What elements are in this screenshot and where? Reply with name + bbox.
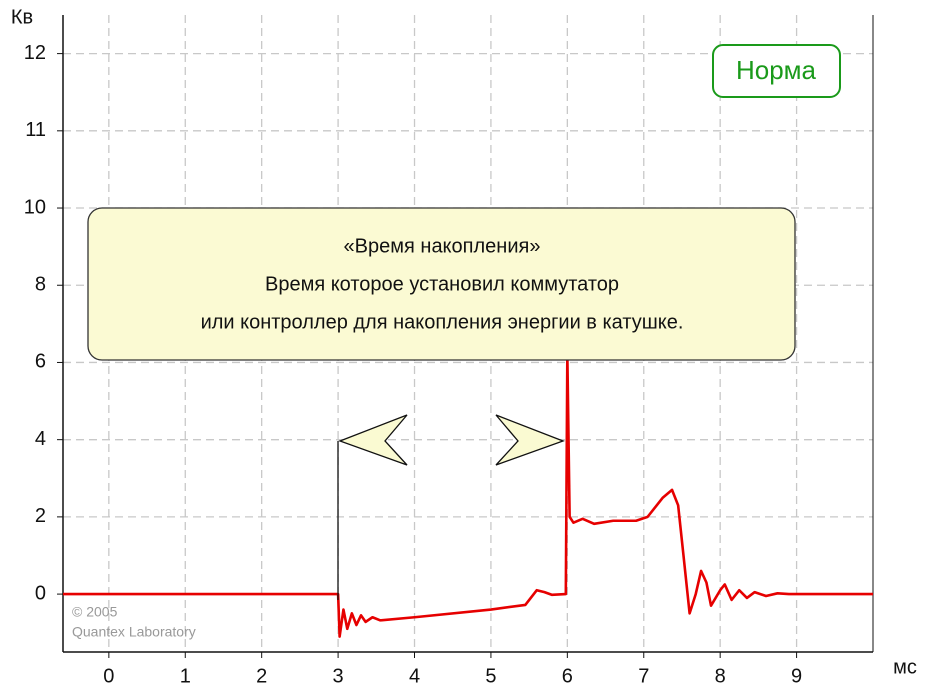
x-tick-label: 6 <box>562 665 573 687</box>
x-axis-label: мс <box>893 656 917 678</box>
y-tick-label: 8 <box>35 274 46 296</box>
y-tick-label: 6 <box>35 351 46 373</box>
arrow-left <box>338 414 408 466</box>
copyright: © 2005 <box>72 604 118 620</box>
x-tick-label: 1 <box>180 665 191 687</box>
x-tick-label: 9 <box>791 665 802 687</box>
signal-line <box>63 353 873 638</box>
annotation-line: или контроллер для накопления энергии в … <box>201 311 684 333</box>
x-tick-label: 5 <box>485 665 496 687</box>
y-tick-label: 12 <box>24 42 46 64</box>
x-tick-label: 3 <box>333 665 344 687</box>
x-tick-label: 8 <box>715 665 726 687</box>
y-tick-label: 10 <box>24 196 46 218</box>
annotation-line: «Время накопления» <box>344 235 541 257</box>
x-tick-label: 2 <box>256 665 267 687</box>
y-tick-label: 2 <box>35 505 46 527</box>
y-tick-label: 11 <box>25 119 46 141</box>
arrow-right <box>495 414 565 466</box>
x-tick-label: 7 <box>638 665 649 687</box>
annotation-line: Время которое установил коммутатор <box>265 273 619 295</box>
x-tick-label: 0 <box>103 665 114 687</box>
copyright: Quantex Laboratory <box>72 624 196 640</box>
y-tick-label: 4 <box>35 428 46 450</box>
y-tick-label: 0 <box>35 582 46 604</box>
x-tick-label: 4 <box>409 665 420 687</box>
status-badge <box>712 44 841 98</box>
y-axis-label: Кв <box>11 6 33 28</box>
status-text: Норма <box>736 55 817 85</box>
annotation-box <box>87 207 796 361</box>
